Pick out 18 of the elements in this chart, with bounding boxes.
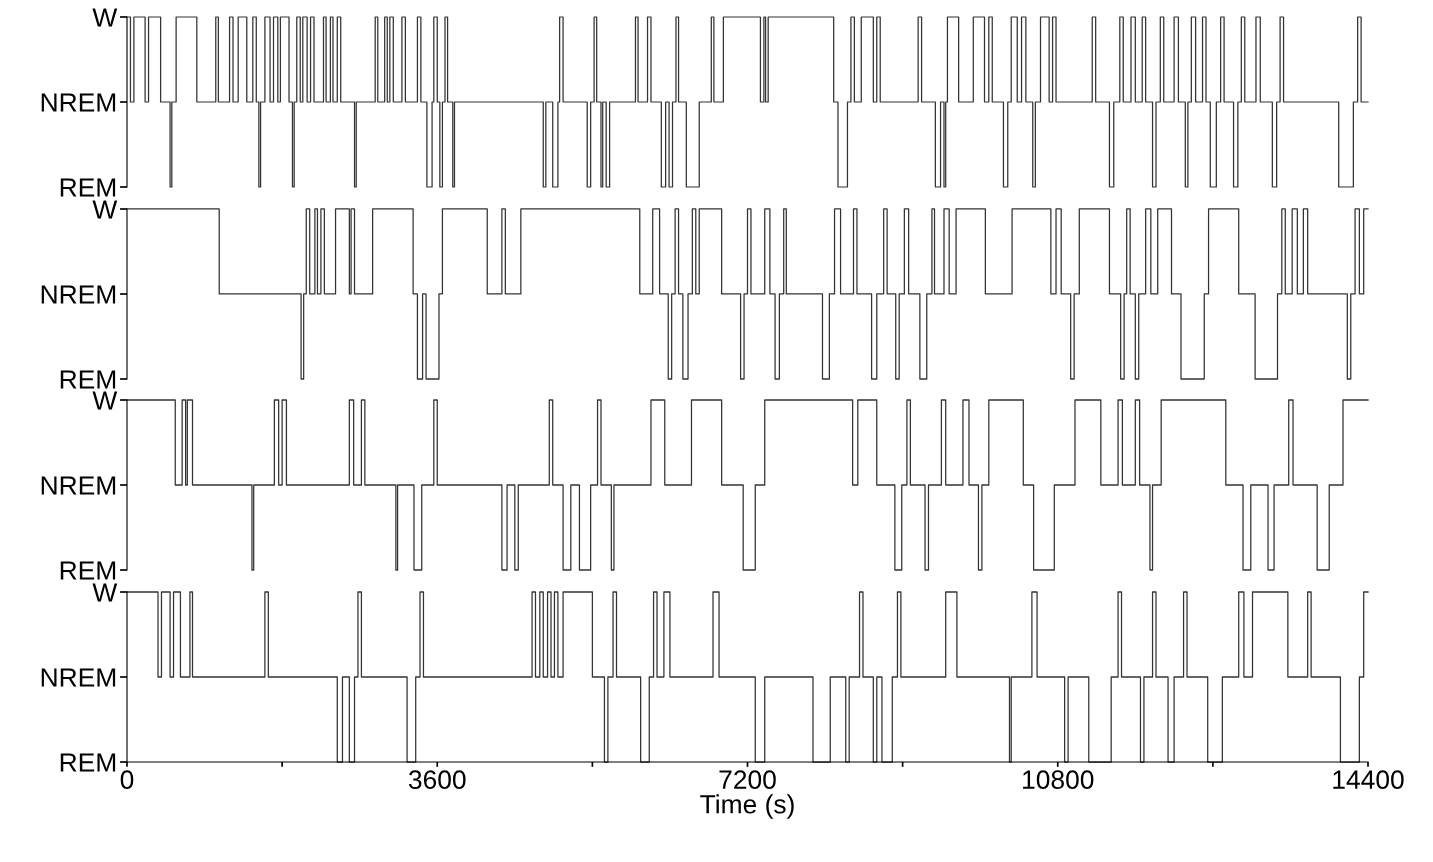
category-label: REM bbox=[60, 370, 116, 389]
category-label: NREM bbox=[41, 668, 116, 687]
x-tick-label: 14400 bbox=[1333, 770, 1404, 790]
category-label: NREM bbox=[41, 93, 116, 112]
x-tick-label: 0 bbox=[120, 770, 134, 790]
x-tick-label: 7200 bbox=[719, 770, 776, 790]
x-tick-label: 3600 bbox=[408, 770, 466, 790]
category-label: W bbox=[92, 583, 118, 602]
category-label: W bbox=[92, 200, 118, 219]
x-axis-title: Time (s) bbox=[700, 794, 794, 819]
x-tick-label: 10800 bbox=[1023, 770, 1094, 790]
category-label: REM bbox=[60, 561, 116, 580]
category-label: REM bbox=[60, 178, 116, 197]
category-label: W bbox=[92, 8, 118, 27]
category-label: NREM bbox=[41, 285, 116, 304]
category-label: REM bbox=[60, 753, 116, 772]
category-label: NREM bbox=[41, 476, 116, 495]
category-label: W bbox=[92, 391, 118, 410]
